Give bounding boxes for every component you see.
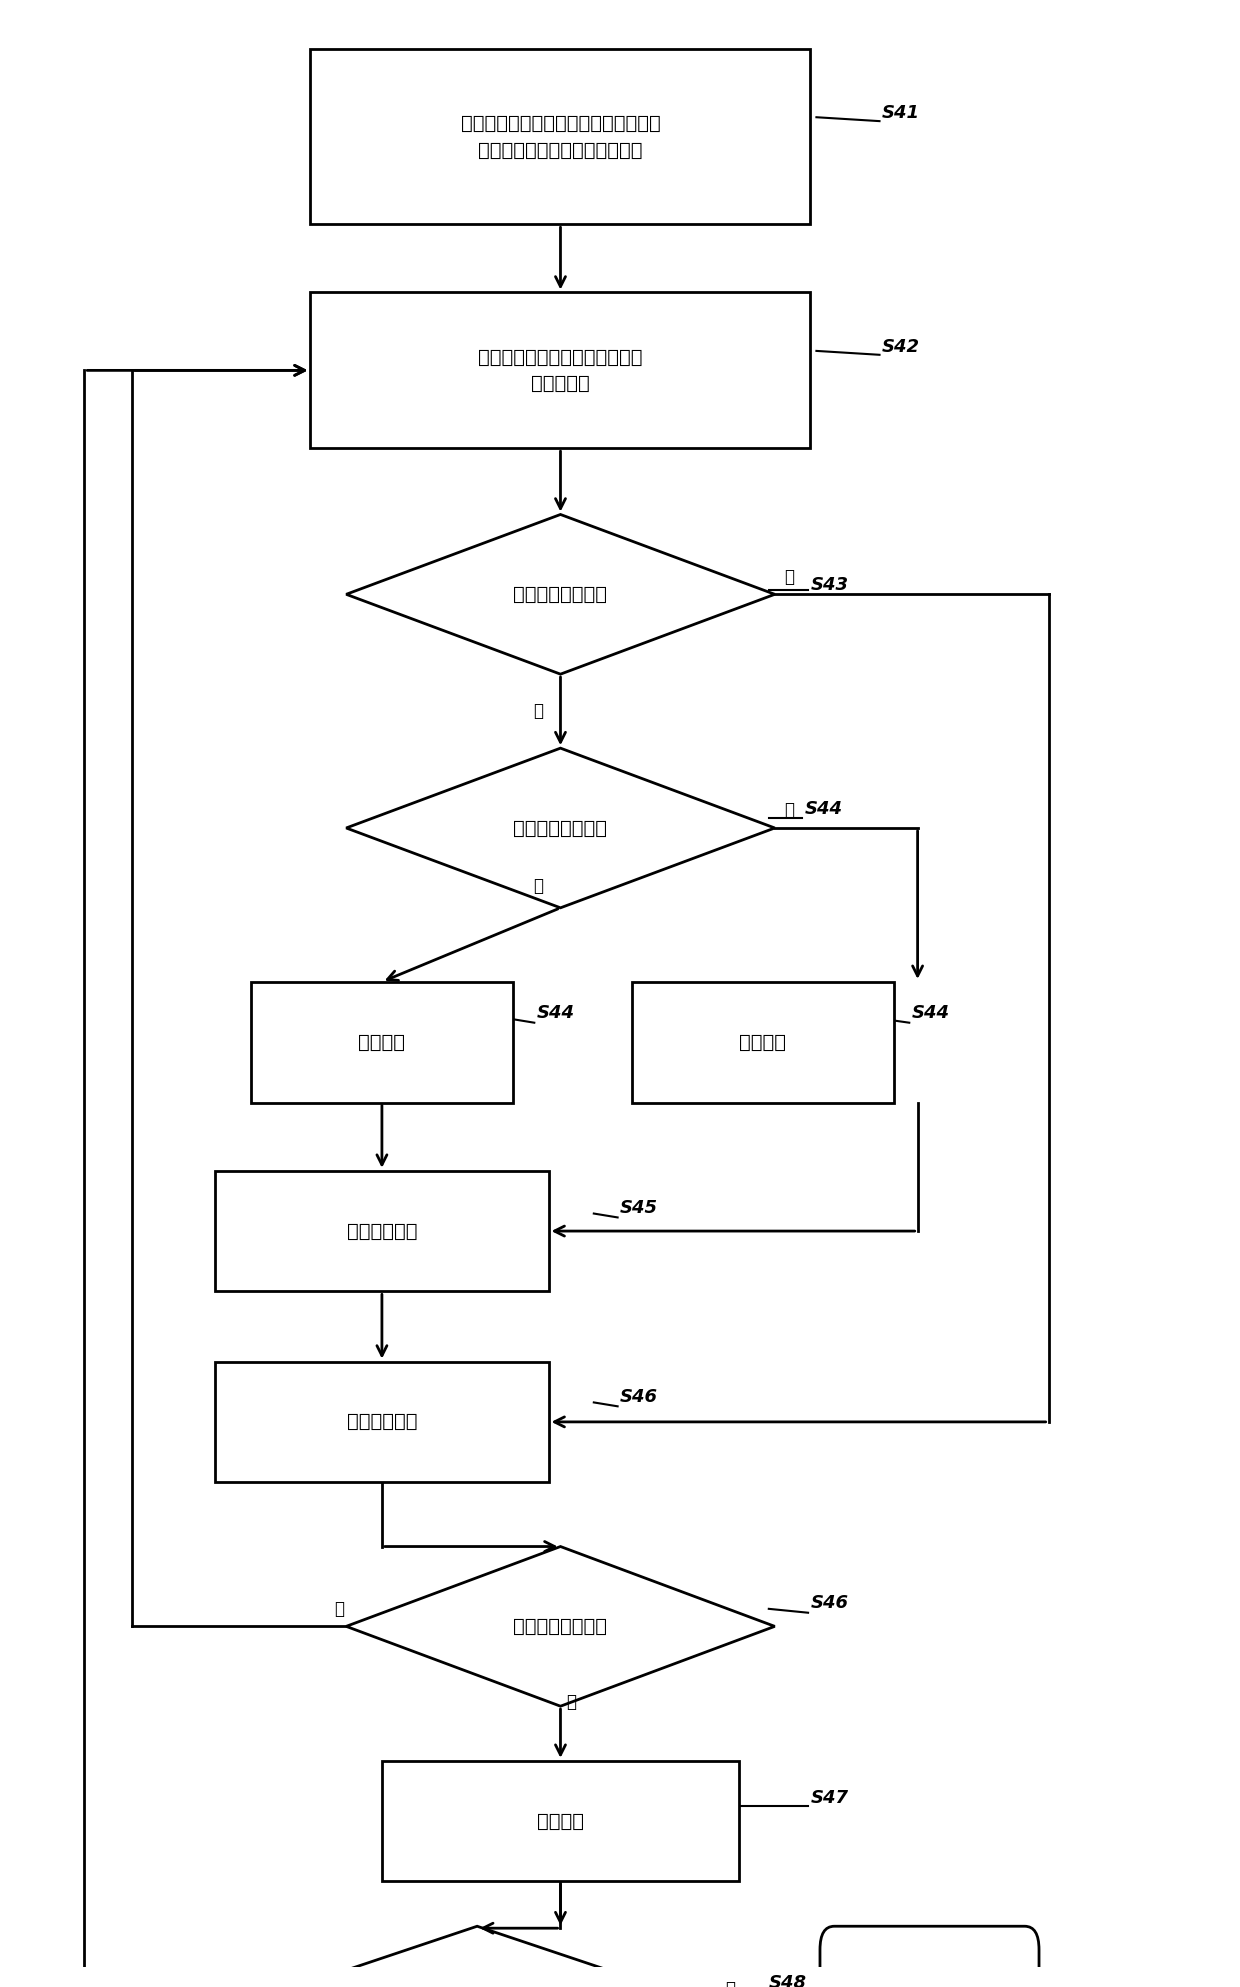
FancyBboxPatch shape xyxy=(250,982,513,1103)
Text: S43: S43 xyxy=(811,576,848,594)
Text: 初始化参数，初始化子过程，随机生成
初始解、初始温度、自适应因子: 初始化参数，初始化子过程，随机生成 初始解、初始温度、自适应因子 xyxy=(460,113,661,159)
Polygon shape xyxy=(239,1925,715,1987)
Text: S44: S44 xyxy=(537,1003,574,1021)
FancyBboxPatch shape xyxy=(382,1760,739,1882)
Text: S46: S46 xyxy=(811,1594,848,1611)
FancyBboxPatch shape xyxy=(216,1170,548,1292)
Text: 否: 否 xyxy=(784,568,795,586)
Polygon shape xyxy=(346,749,775,908)
Text: 保留原解: 保留原解 xyxy=(739,1033,786,1051)
Text: 是否满足接受准则: 是否满足接受准则 xyxy=(513,819,608,837)
FancyBboxPatch shape xyxy=(310,292,811,449)
Text: 否: 否 xyxy=(784,801,795,819)
Text: S41: S41 xyxy=(882,105,920,123)
Text: 执行记忆功能: 执行记忆功能 xyxy=(347,1222,417,1240)
Text: 迭代次数加一: 迭代次数加一 xyxy=(347,1413,417,1431)
Text: 是: 是 xyxy=(533,878,543,896)
Polygon shape xyxy=(346,515,775,674)
Text: 是: 是 xyxy=(533,701,543,719)
Text: S44: S44 xyxy=(911,1003,950,1021)
Text: S42: S42 xyxy=(882,338,920,356)
Text: 是否小于迭代链长: 是否小于迭代链长 xyxy=(513,1617,608,1635)
FancyBboxPatch shape xyxy=(820,1925,1039,1987)
Text: 否: 否 xyxy=(567,1693,577,1711)
Polygon shape xyxy=(346,1546,775,1707)
Text: 产生扰动，生成新解，计算目标
函数值增量: 产生扰动，生成新解，计算目标 函数值增量 xyxy=(479,348,642,393)
Text: 接受新解: 接受新解 xyxy=(358,1033,405,1051)
FancyBboxPatch shape xyxy=(310,50,811,225)
Text: S45: S45 xyxy=(620,1198,658,1216)
Text: 新解是否满足约束: 新解是否满足约束 xyxy=(513,584,608,604)
Text: S47: S47 xyxy=(811,1788,848,1806)
Text: 是: 是 xyxy=(724,1979,735,1987)
Text: S46: S46 xyxy=(620,1387,658,1405)
Text: S48: S48 xyxy=(769,1973,807,1987)
FancyBboxPatch shape xyxy=(632,982,894,1103)
Text: 更新温度: 更新温度 xyxy=(537,1812,584,1830)
Text: 是: 是 xyxy=(334,1600,343,1617)
FancyBboxPatch shape xyxy=(216,1361,548,1482)
Text: S44: S44 xyxy=(805,799,842,817)
